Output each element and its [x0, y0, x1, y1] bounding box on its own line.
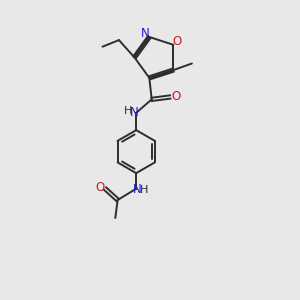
Text: O: O: [95, 181, 104, 194]
Text: N: N: [133, 183, 142, 196]
Text: N: N: [130, 106, 139, 119]
Text: O: O: [172, 91, 181, 103]
Text: N: N: [141, 28, 150, 40]
Text: O: O: [172, 35, 182, 48]
Text: H: H: [124, 106, 132, 116]
Text: H: H: [140, 185, 149, 195]
